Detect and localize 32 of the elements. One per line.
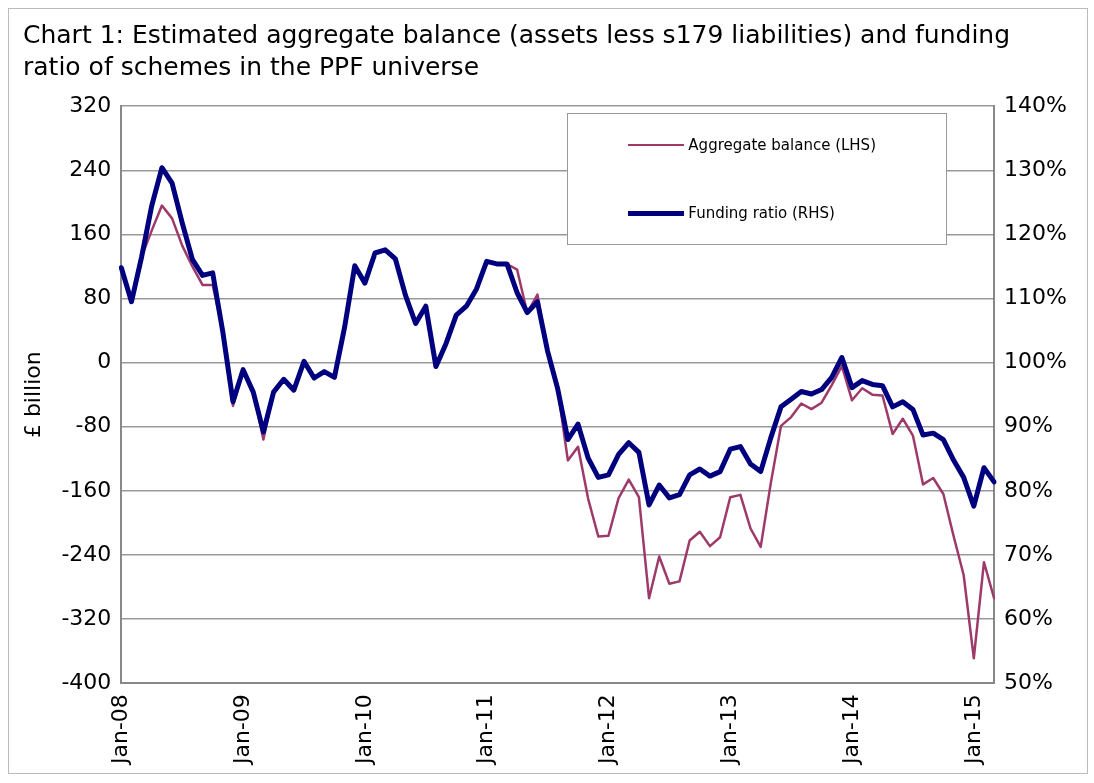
x-tick-label: Jan-11 (472, 694, 498, 767)
y-tick-label: -400 (61, 668, 112, 694)
y-tick-label: -80 (75, 412, 112, 438)
y2-tick-label: 100% (1004, 348, 1068, 374)
y2-tick-label: 80% (1004, 476, 1054, 502)
y-tick-label: -320 (61, 604, 112, 630)
x-tick-label: Jan-09 (228, 694, 254, 767)
x-tick-label: Jan-08 (107, 694, 133, 767)
y-tick-label: 240 (69, 156, 112, 182)
y-tick-label: 320 (69, 91, 112, 117)
chart-title: Chart 1: Estimated aggregate balance (assets less s179 liabilities) and funding ratio of schemes in the PPF universe (22, 19, 1012, 83)
y2-tick-label: 50% (1004, 668, 1054, 694)
y-axis-title: £ billion (19, 351, 45, 439)
y-tick-label: -160 (61, 476, 112, 502)
y2-tick-label: 120% (1004, 220, 1068, 246)
y-tick-label: 80 (83, 284, 112, 310)
x-tick-label: Jan-14 (837, 694, 863, 767)
y2-tick-label: 130% (1004, 156, 1068, 182)
legend-label: Funding ratio (RHS) (688, 204, 835, 222)
y2-tick-label: 60% (1004, 604, 1054, 630)
x-tick-label: Jan-13 (715, 694, 741, 767)
y2-tick-label: 90% (1004, 412, 1054, 438)
y-tick-label: 160 (69, 220, 112, 246)
x-tick-label: Jan-10 (350, 694, 376, 767)
y-tick-label: 0 (97, 348, 112, 374)
y2-tick-label: 110% (1004, 284, 1068, 310)
y2-tick-label: 140% (1004, 91, 1068, 117)
y-tick-label: -240 (61, 540, 112, 566)
legend-label: Aggregate balance (LHS) (688, 136, 876, 154)
x-tick-label: Jan-15 (959, 694, 985, 767)
x-tick-label: Jan-12 (594, 694, 620, 767)
y2-tick-label: 70% (1004, 540, 1054, 566)
